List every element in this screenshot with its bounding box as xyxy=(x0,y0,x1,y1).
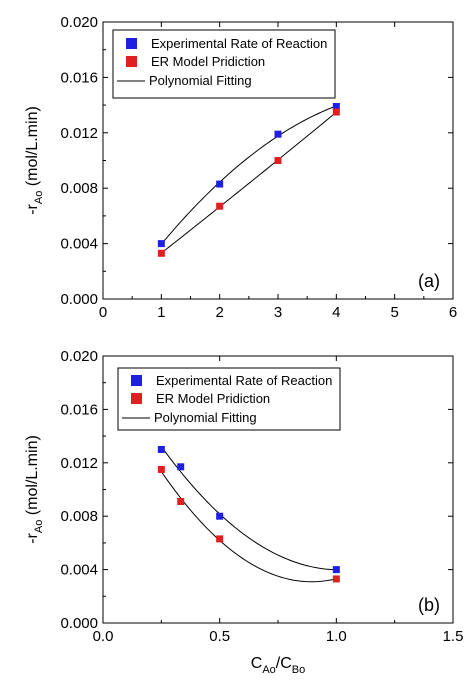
x-axis-label-mid: /C xyxy=(276,655,292,672)
experimental-point xyxy=(177,463,185,471)
y-tick-label: 0.004 xyxy=(60,236,98,253)
fit-curve-model xyxy=(161,111,337,254)
experimental-point xyxy=(332,102,340,110)
y-axis-label-main: -r xyxy=(24,532,41,543)
model-point xyxy=(157,465,165,473)
y-axis-label-main: -r xyxy=(24,203,41,214)
y-tick-label: 0.012 xyxy=(60,125,98,142)
x-tick-label: 5 xyxy=(390,304,398,321)
model-point xyxy=(177,498,185,506)
y-axis-label-unit: (mol/L.min) xyxy=(24,435,41,519)
y-axis-label-sub: Ao xyxy=(33,191,45,204)
model-point xyxy=(216,202,224,210)
x-tick-label: 0.0 xyxy=(93,628,114,645)
x-axis-label-c1: C xyxy=(251,655,263,672)
model-point xyxy=(274,157,282,164)
model-point xyxy=(216,535,224,543)
y-axis-label-unit: (mol/L.min) xyxy=(24,106,41,190)
legend-label: Polynomial Fitting xyxy=(149,73,252,88)
y-axis-label: -rAo (mol/L.min) xyxy=(24,106,45,215)
y-tick-label: 0.016 xyxy=(60,401,98,418)
panel-label: (b) xyxy=(418,595,440,615)
legend-label: ER Model Pridiction xyxy=(156,391,270,406)
x-axis-label-sub2: Bo xyxy=(292,664,305,676)
experimental-point xyxy=(216,180,224,188)
experimental-point xyxy=(157,240,165,248)
legend-marker-experimental xyxy=(126,38,137,49)
panel-label: (a) xyxy=(418,271,440,291)
experimental-point xyxy=(274,130,282,138)
model-point xyxy=(332,108,340,116)
x-tick-label: 1.5 xyxy=(443,628,464,645)
x-axis-label: CAo/CBo xyxy=(251,655,306,676)
legend-label: ER Model Pridiction xyxy=(151,54,265,69)
model-point xyxy=(157,249,165,257)
x-tick-label: 3 xyxy=(274,304,282,321)
y-axis-label-sub: Ao xyxy=(33,520,45,533)
y-tick-label: 0.020 xyxy=(60,14,98,31)
y-axis-label: -rAo (mol/L.min) xyxy=(24,435,45,544)
fit-curve-experimental xyxy=(160,105,337,245)
fit-curve-experimental xyxy=(160,446,337,571)
x-tick-label: 6 xyxy=(449,304,457,321)
legend-label: Polynomial Fitting xyxy=(154,410,257,425)
y-tick-label: 0.004 xyxy=(60,562,98,579)
x-tick-label: 1 xyxy=(157,304,165,321)
x-tick-label: 1.0 xyxy=(326,628,347,645)
x-tick-label: 0 xyxy=(99,304,107,321)
y-tick-label: 0.000 xyxy=(60,615,98,632)
experimental-point xyxy=(332,566,340,574)
experimental-point xyxy=(216,512,224,520)
x-tick-label: 4 xyxy=(332,304,340,321)
experimental-point xyxy=(157,445,165,453)
y-tick-label: 0.000 xyxy=(60,291,98,308)
model-point xyxy=(332,575,340,583)
y-tick-label: 0.012 xyxy=(60,455,98,472)
legend-marker-model xyxy=(126,56,137,67)
x-axis-label-sub1: Ao xyxy=(262,664,275,676)
fit-curve-model xyxy=(160,471,337,583)
legend-box xyxy=(117,367,341,431)
legend-marker-experimental xyxy=(131,375,142,386)
y-tick-label: 0.016 xyxy=(60,69,98,86)
y-tick-label: 0.008 xyxy=(60,508,98,525)
legend-label: Experimental Rate of Reaction xyxy=(156,373,332,388)
legend-marker-model xyxy=(131,393,142,404)
y-tick-label: 0.020 xyxy=(60,348,98,365)
y-tick-label: 0.008 xyxy=(60,180,98,197)
legend-label: Experimental Rate of Reaction xyxy=(151,36,327,51)
chart-panel-a: 0 1 2 3 4 5 6 0.000 0.004 0.008 0.012 0.016 0.020 -rA… xyxy=(24,14,457,321)
x-tick-label: 0.5 xyxy=(209,628,230,645)
legend-box xyxy=(112,29,336,99)
chart-panel-b: 0.0 0.5 1.0 1.5 0.000 0.004 0.008 0.012 0.016 0.0… xyxy=(24,348,463,676)
x-tick-label: 2 xyxy=(215,304,223,321)
